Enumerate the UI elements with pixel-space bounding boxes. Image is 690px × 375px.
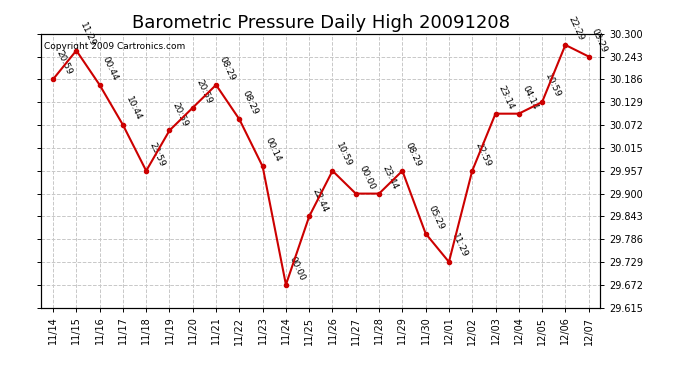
Text: 20:59: 20:59 (194, 78, 213, 105)
Text: 22:29: 22:29 (566, 15, 586, 42)
Text: 05:29: 05:29 (427, 204, 446, 231)
Text: 23:44: 23:44 (380, 164, 400, 191)
Text: 00:00: 00:00 (287, 255, 306, 282)
Title: Barometric Pressure Daily High 20091208: Barometric Pressure Daily High 20091208 (132, 14, 510, 32)
Text: 10:44: 10:44 (124, 95, 144, 122)
Text: 00:00: 00:00 (357, 164, 376, 191)
Text: 04:14: 04:14 (520, 84, 539, 111)
Text: 08:29: 08:29 (217, 55, 237, 82)
Text: 10:59: 10:59 (334, 141, 353, 168)
Text: 08:29: 08:29 (241, 89, 259, 117)
Text: 00:14: 00:14 (264, 136, 283, 164)
Text: 08:29: 08:29 (404, 141, 423, 168)
Text: 22:59: 22:59 (473, 141, 493, 168)
Text: 23:14: 23:14 (497, 84, 516, 111)
Text: 20:59: 20:59 (171, 100, 190, 128)
Text: 23:59: 23:59 (148, 141, 166, 168)
Text: 11:29: 11:29 (451, 232, 469, 259)
Text: 11:29: 11:29 (78, 21, 97, 48)
Text: 20:59: 20:59 (55, 50, 73, 76)
Text: 00:44: 00:44 (101, 55, 120, 82)
Text: 10:59: 10:59 (544, 72, 562, 99)
Text: 03:29: 03:29 (590, 27, 609, 54)
Text: Copyright 2009 Cartronics.com: Copyright 2009 Cartronics.com (44, 42, 186, 51)
Text: 22:44: 22:44 (310, 187, 330, 214)
